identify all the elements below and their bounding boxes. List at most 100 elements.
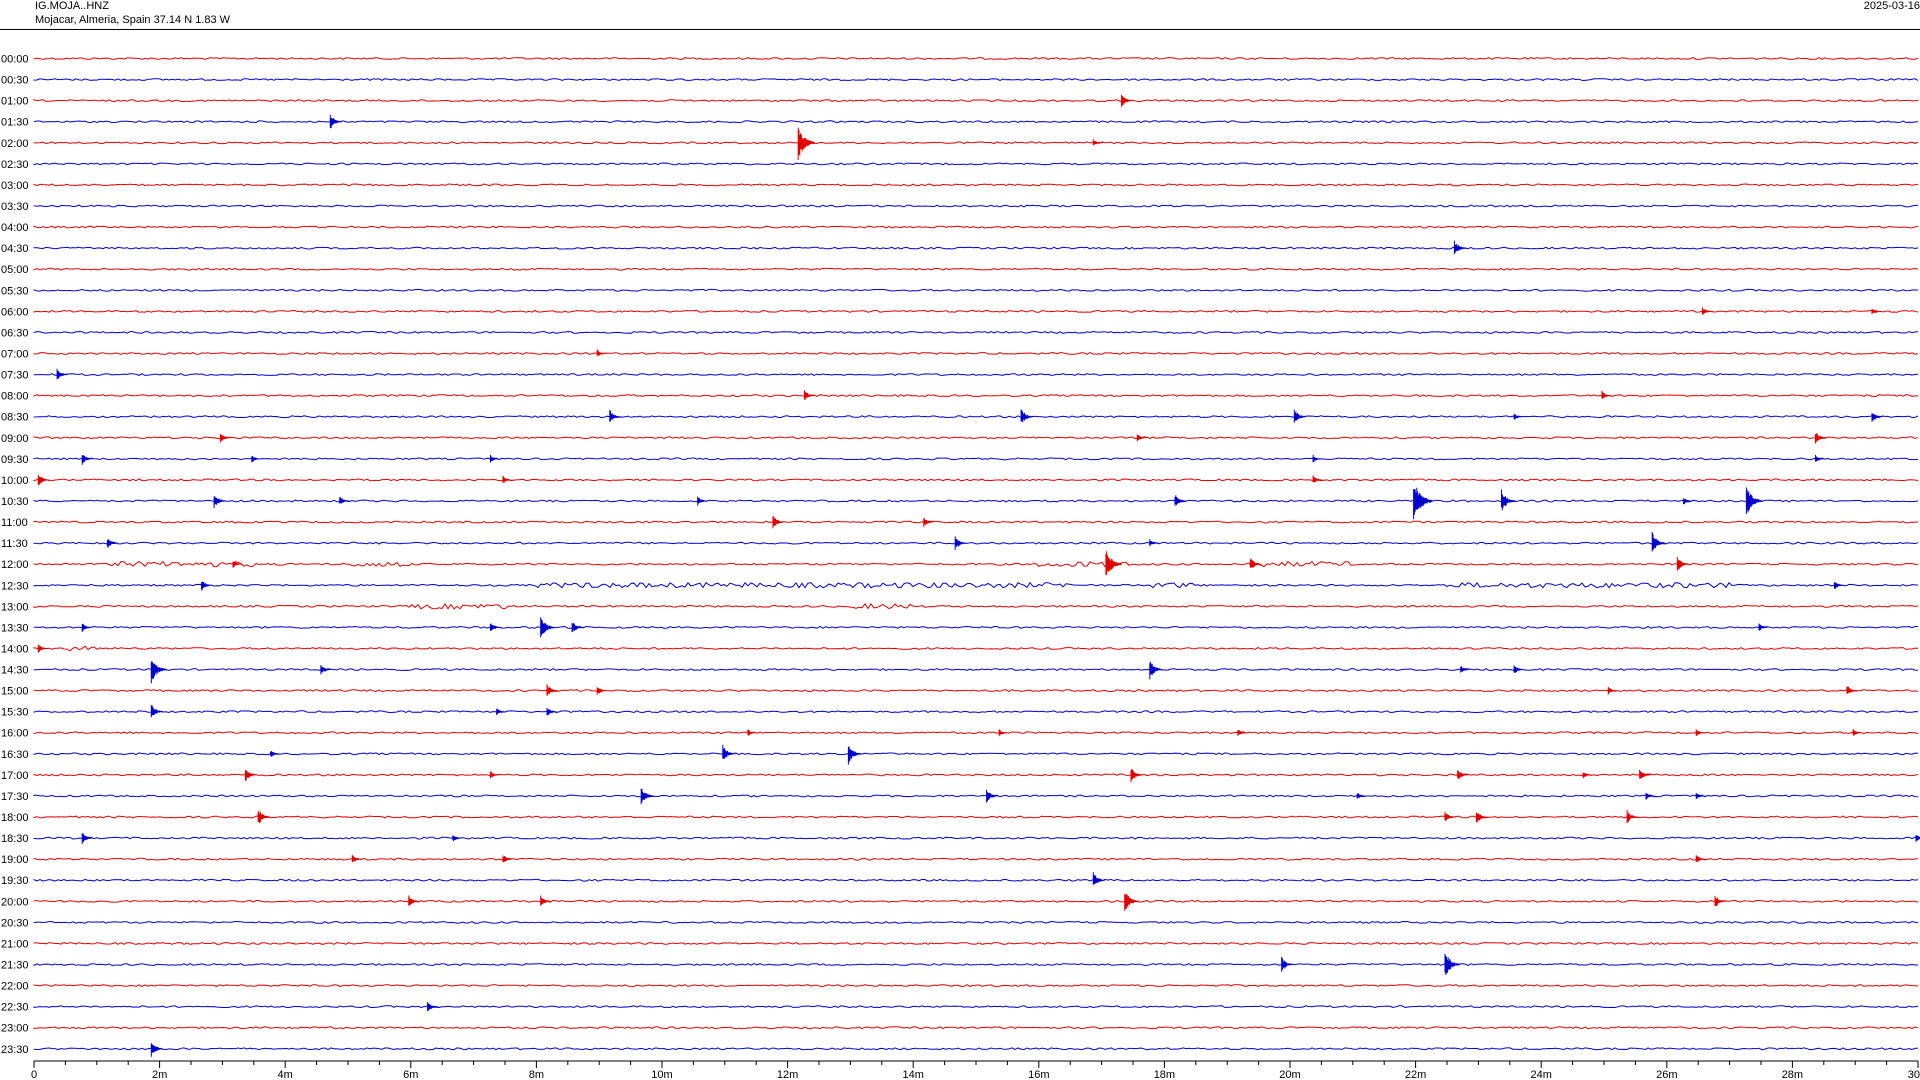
row-time-label: 09:30 [1,454,29,466]
seismic-event [1758,623,1770,631]
seismic-event [1582,772,1594,779]
seismic-event [847,746,862,765]
trace-line [33,520,1919,524]
x-tick-label: 10m [651,1069,672,1080]
trace-row: 14:00 [1,644,1919,656]
seismic-event [1815,433,1828,444]
trace-line [33,373,1919,376]
x-tick-label: 6m [403,1069,418,1080]
seismic-event [1695,792,1707,799]
row-time-label: 12:00 [1,559,29,571]
seismic-event [923,518,934,527]
row-time-label: 20:00 [1,896,29,908]
row-time-label: 17:30 [1,791,29,803]
seismic-event [245,770,258,781]
seismic-event [1020,409,1034,423]
seismic-event [722,744,736,759]
seismic-event [1092,872,1105,885]
trace-line [33,899,1919,903]
seismic-event [81,623,93,632]
row-time-label: 11:00 [1,517,28,529]
row-time-label: 05:30 [1,285,29,297]
row-time-label: 23:30 [1,1044,29,1056]
seismic-event [339,497,350,504]
seismic-event [427,1002,439,1012]
row-time-label: 13:00 [1,601,29,613]
seismic-event [998,729,1010,737]
trace-row: 01:00 [1,96,1919,108]
x-axis: 0 2m 4m 6m 8m 10m 12m 14m 16m 18m 20m 22m 24m 26m 28m 3… [31,1060,1920,1080]
row-time-label: 00:00 [1,54,29,66]
seismic-event [640,788,654,805]
row-time-label: 11:30 [1,538,28,550]
seismic-event [986,789,999,803]
seismic-event [320,665,332,675]
row-time-label: 18:30 [1,833,29,845]
trace-row: 09:00 [1,433,1919,445]
trace-line [33,815,1919,819]
seismic-event [1092,139,1104,146]
seismic-event [747,729,758,736]
row-time-label: 00:30 [1,75,29,87]
x-tick-label: 16m [1028,1069,1049,1080]
seismic-event [1174,495,1187,506]
seismic-event [1444,954,1460,975]
trace-row: 17:30 [1,791,1919,803]
row-time-label: 03:00 [1,180,29,192]
trace-rows: 00:00 00:30 01:00 01:30 02:00 02:30 03:00 03:30… [1,54,1919,1056]
seismic-event [954,536,967,550]
seismic-event [232,561,244,568]
trace-line [33,984,1919,988]
row-time-label: 04:30 [1,243,29,255]
seismic-event [201,581,213,591]
seismic-event [1237,730,1248,736]
row-time-label: 04:00 [1,222,29,234]
trace-line [33,1005,1919,1009]
trace-row: 09:30 [1,454,1919,466]
trace-row: 23:30 [1,1044,1919,1056]
seismic-event [596,349,608,357]
seismic-event [1695,729,1707,736]
seismic-event [540,895,552,906]
trace-row: 14:30 [1,665,1919,677]
date-label: 2025-03-16 [1863,0,1920,12]
trace-line [33,120,1919,124]
seismic-event [1683,498,1694,505]
seismic-event [1130,768,1143,783]
trace-line [33,352,1919,355]
trace-line [33,204,1919,208]
header-divider [0,29,1920,30]
row-time-label: 19:00 [1,854,29,866]
seismic-event [1601,390,1613,399]
trace-line [33,499,1919,503]
trace-row: 08:30 [1,412,1919,424]
seismic-event [546,707,558,716]
seismic-event [1136,434,1148,442]
seismic-event [1815,455,1826,462]
row-time-label: 06:00 [1,306,29,318]
trace-row: 10:30 [1,496,1919,508]
seismic-event [351,855,363,863]
row-time-label: 21:30 [1,960,29,972]
trace-row: 10:00 [1,475,1919,487]
trace-line [33,141,1919,145]
seismic-event [1695,855,1707,862]
trace-row: 23:00 [1,1023,1919,1035]
seismic-event [219,434,232,443]
trace-line [33,183,1919,187]
trace-row: 16:00 [1,728,1919,740]
trace-line [33,267,1919,271]
seismic-event [489,623,502,631]
seismic-event [251,455,262,463]
row-time-label: 22:00 [1,981,29,993]
seismic-event [502,855,514,863]
x-tick-label: 0 [31,1069,37,1080]
row-time-label: 07:00 [1,349,29,361]
x-tick-label: 28m [1782,1069,1803,1080]
row-time-label: 13:30 [1,622,29,634]
seismic-event [772,516,785,529]
seismic-event [1651,532,1666,552]
seismic-event [1121,94,1134,107]
trace-line [33,288,1919,292]
trace-row: 21:30 [1,960,1918,972]
